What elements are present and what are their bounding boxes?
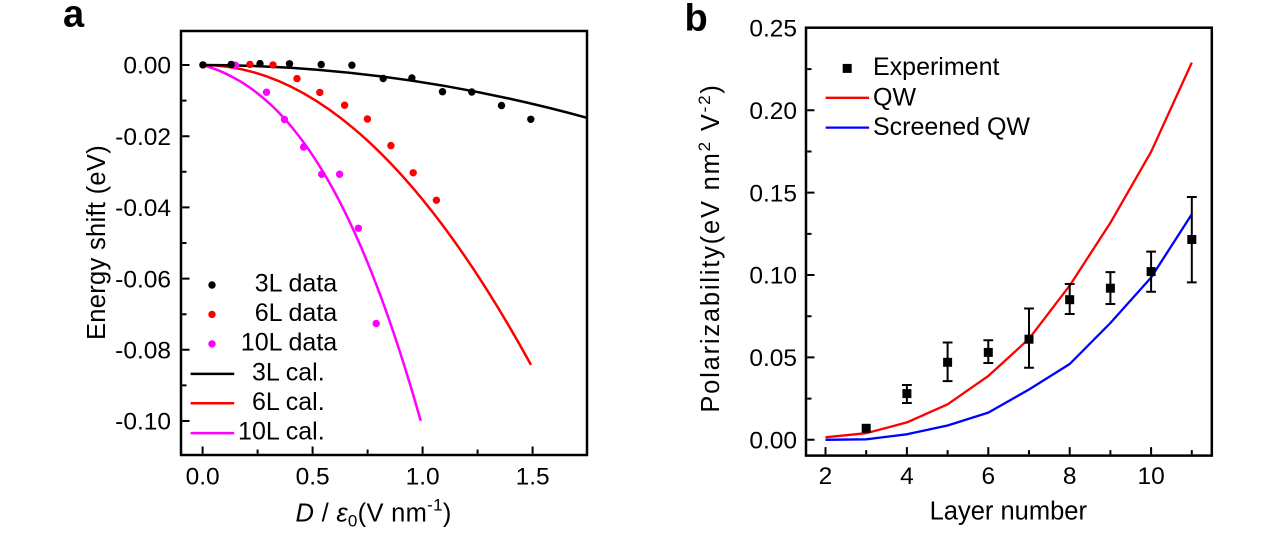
svg-text:6L data: 6L data [255, 299, 338, 327]
svg-text:-0.08: -0.08 [115, 338, 171, 365]
svg-text:0.25: 0.25 [749, 15, 797, 42]
svg-text:-0.02: -0.02 [115, 124, 171, 151]
svg-text:6: 6 [981, 463, 995, 490]
svg-text:3L data: 3L data [255, 270, 338, 298]
svg-text:10L data: 10L data [241, 328, 337, 356]
svg-text:Energy shift (eV): Energy shift (eV) [83, 145, 111, 340]
svg-text:0.5: 0.5 [296, 464, 330, 491]
svg-text:8: 8 [1063, 463, 1077, 490]
svg-text:0.00: 0.00 [749, 428, 797, 455]
svg-text:0.15: 0.15 [749, 180, 797, 207]
svg-text:1.5: 1.5 [516, 464, 550, 491]
svg-text:6L cal.: 6L cal. [252, 388, 325, 416]
svg-text:4: 4 [900, 463, 914, 490]
svg-text:2: 2 [819, 463, 833, 490]
svg-text:Screened QW: Screened QW [873, 113, 1030, 141]
svg-text:0.05: 0.05 [749, 345, 797, 372]
svg-text:-0.04: -0.04 [115, 195, 171, 222]
svg-text:b: b [685, 0, 708, 40]
svg-text:D / ε0(V nm-1): D / ε0(V nm-1) [296, 496, 452, 531]
svg-text:a: a [63, 0, 85, 36]
svg-text:10L cal.: 10L cal. [238, 418, 325, 446]
svg-text:-0.10: -0.10 [115, 409, 171, 436]
svg-text:10: 10 [1137, 463, 1164, 490]
svg-text:0.20: 0.20 [749, 98, 797, 125]
svg-text:-0.06: -0.06 [115, 266, 171, 293]
svg-text:0.00: 0.00 [123, 53, 171, 80]
svg-text:Experiment: Experiment [873, 53, 999, 81]
svg-text:Layer number: Layer number [930, 497, 1088, 525]
svg-text:3L cal.: 3L cal. [252, 358, 325, 386]
svg-text:1.0: 1.0 [406, 464, 440, 491]
svg-text:QW: QW [873, 83, 916, 111]
svg-text:0.0: 0.0 [186, 464, 220, 491]
svg-text:Polarizability(eV nm2 V-2): Polarizability(eV nm2 V-2) [695, 83, 725, 412]
svg-text:0.10: 0.10 [749, 263, 797, 290]
